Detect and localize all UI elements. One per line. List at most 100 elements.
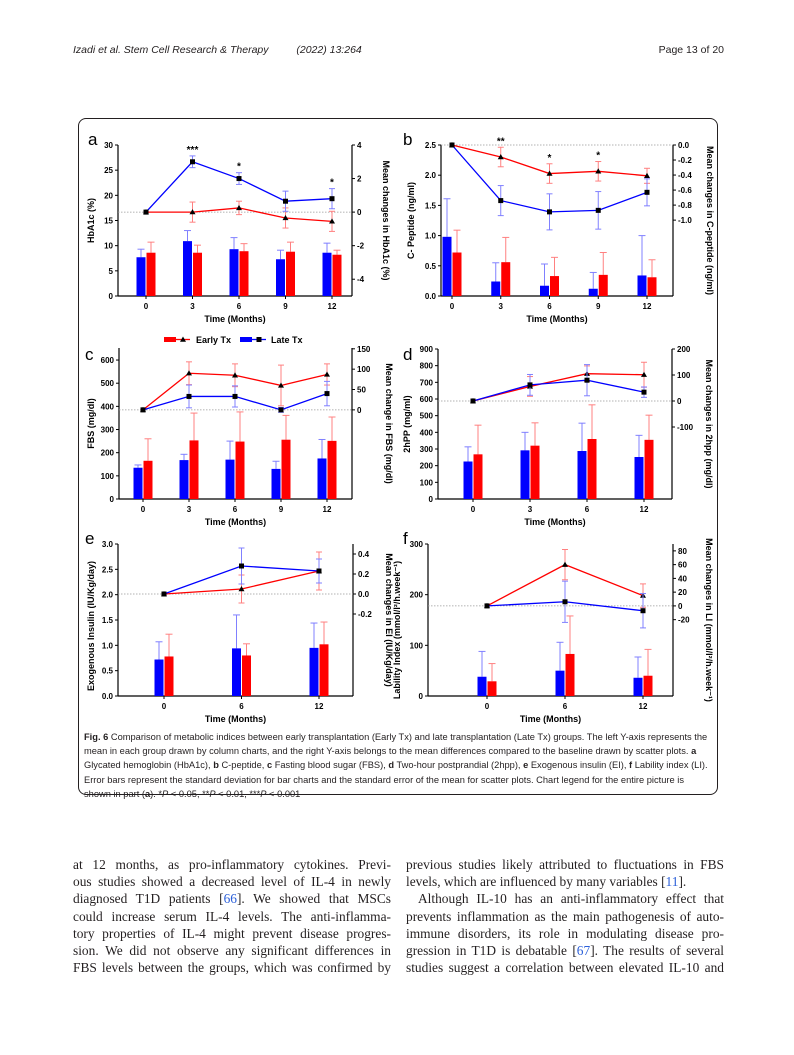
text-segment: sion. We did not observe any significant… <box>73 943 391 959</box>
panel-letter: a <box>88 130 98 149</box>
caption-text: Fasting blood sugar (FBS), <box>272 760 389 771</box>
bar-early-tx <box>239 251 249 296</box>
bar-early-tx <box>327 440 337 499</box>
caption-bold-label: f <box>629 760 633 771</box>
bar-late-tx <box>179 460 189 499</box>
bar-early-tx <box>598 274 608 296</box>
y2-tick-label: 0 <box>677 397 682 406</box>
chart-panel-d: d 0 100 200 300 400 500 600 700 800 900 -100 0 100 200… <box>402 345 714 527</box>
panel-letter: c <box>85 345 94 364</box>
point-late-tx <box>239 563 244 569</box>
y2-tick-label: 40 <box>678 574 687 583</box>
caption-text: Exogenous insulin (EI), <box>528 760 630 771</box>
bar-late-tx <box>136 257 146 296</box>
bar-late-tx <box>540 285 549 296</box>
caption-text: Lability index (LI). Error bars represen… <box>84 760 708 799</box>
x-tick-label: 0 <box>485 702 490 711</box>
panel-letter: f <box>403 529 408 548</box>
y-tick-label: 25 <box>104 166 113 175</box>
bar-late-tx <box>520 450 530 499</box>
caption-text: P <box>162 788 169 799</box>
x-tick-label: 9 <box>596 302 601 311</box>
point-late-tx <box>484 603 490 609</box>
x-axis-title: Time (Months) <box>205 517 266 527</box>
chart-panel-f: f 0 100 200 300 -20 0 20 40 60 80 0 6 12 Time (Months)… <box>392 529 714 724</box>
point-late-tx <box>143 209 149 215</box>
y-tick-label: 3.0 <box>102 540 114 549</box>
legend-swatch-late <box>240 337 252 342</box>
body-text-line: prevents inflammation as the main pathog… <box>406 908 724 925</box>
bar-early-tx <box>193 252 202 296</box>
text-segment: studies suggest a correlation between el… <box>406 960 724 976</box>
text-segment: ]. The results of several <box>590 943 724 959</box>
legend-triangle-marker-icon <box>180 336 186 342</box>
bar-late-tx <box>225 459 235 499</box>
y2-tick-label: 80 <box>678 547 687 556</box>
y2-tick-label: -0.6 <box>678 186 692 195</box>
bar-early-tx <box>565 653 575 696</box>
page-number: Page 13 of 20 <box>658 44 724 56</box>
chart-panel-a: a 0 5 10 15 20 25 30 -4 -2 0 2 4 0 3 6 9 12 Time (Months) H… <box>86 130 391 324</box>
y2-axis-title: Mean changes in LI (mmol/l²/h.week⁻¹) <box>704 538 714 702</box>
body-column-right: previous studies likely attributed to fl… <box>406 856 724 976</box>
bar-early-tx <box>587 439 597 499</box>
x-tick-label: 6 <box>563 702 568 711</box>
panel-letter: b <box>403 130 412 149</box>
chart-panel-e: e 0.0 0.5 1.0 1.5 2.0 2.5 3.0 -0.2 0.0 0.2 0.4 0 6 12 T… <box>85 529 394 724</box>
significance-marker: * <box>237 162 241 173</box>
y2-tick-label: -4 <box>357 275 365 284</box>
point-early-tx <box>595 168 602 174</box>
y-tick-label: 0.5 <box>102 667 114 676</box>
legend-square-marker-icon <box>256 337 262 342</box>
y-tick-label: 0.5 <box>425 262 437 271</box>
point-late-tx <box>278 407 284 413</box>
text-segment: tory properties of IL-4 might prevent di… <box>73 925 391 941</box>
citation-link[interactable]: 67 <box>576 943 591 959</box>
x-tick-label: 3 <box>190 302 195 311</box>
bar-late-tx <box>555 670 565 696</box>
citation-link[interactable]: 66 <box>223 891 237 907</box>
point-late-tx <box>186 393 192 399</box>
citation-link[interactable]: 11 <box>665 874 679 890</box>
body-text-line: immune disorders, its role in modulating… <box>406 925 724 942</box>
x-axis-title: Time (Months) <box>526 314 587 324</box>
line-early-tx <box>472 373 645 402</box>
bar-early-tx <box>530 445 540 499</box>
caption-bold-label: d <box>388 760 395 771</box>
x-tick-label: 9 <box>283 302 288 311</box>
point-late-tx <box>449 142 455 148</box>
bar-late-tx <box>463 461 473 499</box>
text-segment: could increase serum IL-4 levels. The an… <box>73 908 391 924</box>
y2-tick-label: 0.4 <box>358 550 370 559</box>
bar-late-tx <box>491 281 501 296</box>
bar-late-tx <box>309 647 319 696</box>
text-segment: levels, which are influenced by many var… <box>406 874 666 890</box>
text-segment: ]. <box>678 874 687 890</box>
y2-tick-label: -0.2 <box>358 610 372 619</box>
caption-bold-label: a <box>144 788 151 799</box>
y2-tick-label: 0.0 <box>358 590 370 599</box>
bar-late-tx <box>633 677 643 696</box>
bar-late-tx <box>229 249 239 296</box>
chart-legend: Early Tx Late Tx <box>164 335 303 345</box>
point-early-tx <box>641 371 647 377</box>
y2-tick-label: 4 <box>357 141 362 150</box>
caption-text: < 0.01, *** <box>215 788 261 799</box>
bar-early-tx <box>452 252 462 296</box>
y-tick-label: 300 <box>410 540 424 549</box>
y-tick-label: 200 <box>101 449 115 458</box>
y-tick-label: 1.0 <box>102 641 114 650</box>
text-segment: at 12 months, as pro-inflammatory cytoki… <box>73 857 391 872</box>
body-text-line: previous studies likely attributed to fl… <box>406 856 724 873</box>
x-tick-label: 12 <box>328 302 337 311</box>
x-tick-label: 6 <box>237 302 242 311</box>
y-tick-label: 0 <box>110 495 115 504</box>
y2-tick-label: 60 <box>678 561 687 570</box>
point-late-tx <box>640 608 646 614</box>
bar-early-tx <box>281 439 291 499</box>
bar-late-tx <box>183 241 192 296</box>
body-text-line: Although IL-10 has an anti-inflammatory … <box>406 890 724 907</box>
point-early-tx <box>282 214 289 221</box>
y-tick-label: 0.0 <box>102 692 114 701</box>
